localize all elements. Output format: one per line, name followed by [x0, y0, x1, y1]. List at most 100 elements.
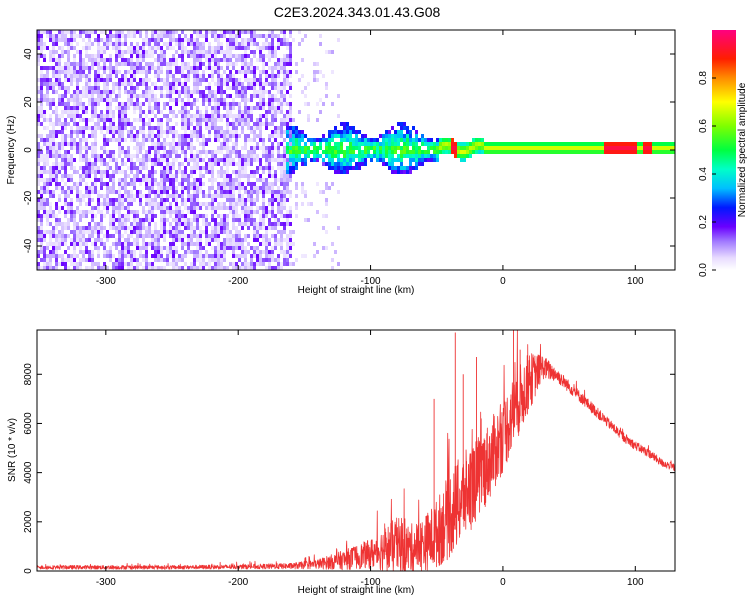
- spectrogram-cell: [109, 94, 112, 98]
- spectrogram-cell: [79, 262, 82, 266]
- spectrogram-cell: [199, 254, 202, 258]
- spectrogram-cell: [655, 146, 658, 150]
- spectrogram-cell: [304, 34, 307, 38]
- spectrogram-cell: [307, 146, 310, 150]
- spectrogram-cell: [262, 234, 265, 238]
- spectrogram-cell: [289, 134, 292, 138]
- spectrogram-cell: [613, 146, 616, 150]
- spectrogram-cell: [289, 82, 292, 86]
- spectrogram-cell: [55, 78, 58, 82]
- spectrogram-cell: [85, 238, 88, 242]
- spectrogram-cell: [100, 182, 103, 186]
- spectrogram-cell: [184, 242, 187, 246]
- spectrogram-cell: [145, 182, 148, 186]
- spectrogram-cell: [100, 50, 103, 54]
- spectrogram-cell: [223, 218, 226, 222]
- spectrogram-cell: [151, 234, 154, 238]
- spectrogram-cell: [247, 114, 250, 118]
- spectrogram-cell: [160, 78, 163, 82]
- spectrogram-cell: [151, 266, 154, 270]
- spectrogram-cell: [256, 222, 259, 226]
- spectrogram-cell: [289, 138, 292, 142]
- spectrogram-cell: [442, 142, 445, 146]
- spectrogram-cell: [37, 226, 40, 230]
- spectrogram-cell: [298, 30, 301, 34]
- spectrogram-cell: [229, 30, 232, 34]
- spectrogram-cell: [280, 98, 283, 102]
- spectrogram-cell: [85, 126, 88, 130]
- spectrogram-cell: [238, 230, 241, 234]
- spectrogram-cell: [49, 98, 52, 102]
- spectrogram-cell: [64, 106, 67, 110]
- spectrogram-cell: [43, 170, 46, 174]
- spectrogram-cell: [151, 126, 154, 130]
- spectrogram-cell: [298, 110, 301, 114]
- spectrogram-cell: [115, 50, 118, 54]
- spectrogram-cell: [40, 138, 43, 142]
- spectrogram-cell: [82, 242, 85, 246]
- spectrogram-cell: [40, 178, 43, 182]
- spectrogram-cell: [358, 158, 361, 162]
- spectrogram-cell: [301, 162, 304, 166]
- spectrogram-cell: [172, 162, 175, 166]
- spectrogram-cell: [58, 30, 61, 34]
- spectrogram-cell: [139, 142, 142, 146]
- spectrogram-cell: [184, 82, 187, 86]
- spectrogram-cell: [343, 166, 346, 170]
- spectrogram-cell: [85, 122, 88, 126]
- spectrogram-cell: [187, 138, 190, 142]
- spectrogram-cell: [259, 118, 262, 122]
- spectrogram-cell: [46, 150, 49, 154]
- spectrogram-cell: [94, 238, 97, 242]
- spectrogram-cell: [358, 138, 361, 142]
- spectrogram-cell: [79, 30, 82, 34]
- spectrogram-cell: [199, 206, 202, 210]
- spectrogram-cell: [76, 242, 79, 246]
- spectrogram-cell: [211, 166, 214, 170]
- spectrogram-cell: [133, 182, 136, 186]
- spectrogram-cell: [160, 66, 163, 70]
- spectrogram-cell: [112, 178, 115, 182]
- spectrogram-cell: [217, 182, 220, 186]
- spectrogram-cell: [58, 234, 61, 238]
- spectrogram-cell: [172, 54, 175, 58]
- spectrogram-cell: [82, 74, 85, 78]
- spectrogram-cell: [43, 110, 46, 114]
- spectrogram-cell: [55, 202, 58, 206]
- spectrogram-cell: [79, 130, 82, 134]
- spectrogram-cell: [163, 190, 166, 194]
- spectrogram-cell: [373, 138, 376, 142]
- spectrogram-cell: [55, 114, 58, 118]
- spectrogram-cell: [229, 198, 232, 202]
- spectrogram-cell: [46, 158, 49, 162]
- spectrogram-cell: [433, 154, 436, 158]
- spectrogram-cell: [169, 94, 172, 98]
- spectrogram-cell: [106, 202, 109, 206]
- spectrogram-cell: [82, 146, 85, 150]
- spectrogram-cell: [181, 142, 184, 146]
- spectrogram-cell: [73, 98, 76, 102]
- spectrogram-cell: [190, 138, 193, 142]
- spectrogram-cell: [235, 142, 238, 146]
- spectrogram-cell: [217, 118, 220, 122]
- spectrogram-cell: [139, 170, 142, 174]
- spectrogram-cell: [133, 222, 136, 226]
- spectrogram-cell: [277, 186, 280, 190]
- spectrogram-cell: [91, 146, 94, 150]
- spectrogram-cell: [232, 142, 235, 146]
- spectrogram-cell: [415, 162, 418, 166]
- spectrogram-cell: [574, 142, 577, 146]
- spectrogram-cell: [154, 70, 157, 74]
- spectrogram-cell: [193, 126, 196, 130]
- spectrogram-cell: [37, 210, 40, 214]
- spectrogram-cell: [193, 234, 196, 238]
- spectrogram-cell: [52, 134, 55, 138]
- spectrogram-cell: [145, 246, 148, 250]
- spectrogram-cell: [532, 150, 535, 154]
- spectrogram-cell: [190, 70, 193, 74]
- spectrogram-cell: [235, 182, 238, 186]
- spectrogram-cell: [382, 134, 385, 138]
- spectrogram-cell: [199, 122, 202, 126]
- spectrogram-cell: [262, 166, 265, 170]
- spectrogram-cell: [526, 146, 529, 150]
